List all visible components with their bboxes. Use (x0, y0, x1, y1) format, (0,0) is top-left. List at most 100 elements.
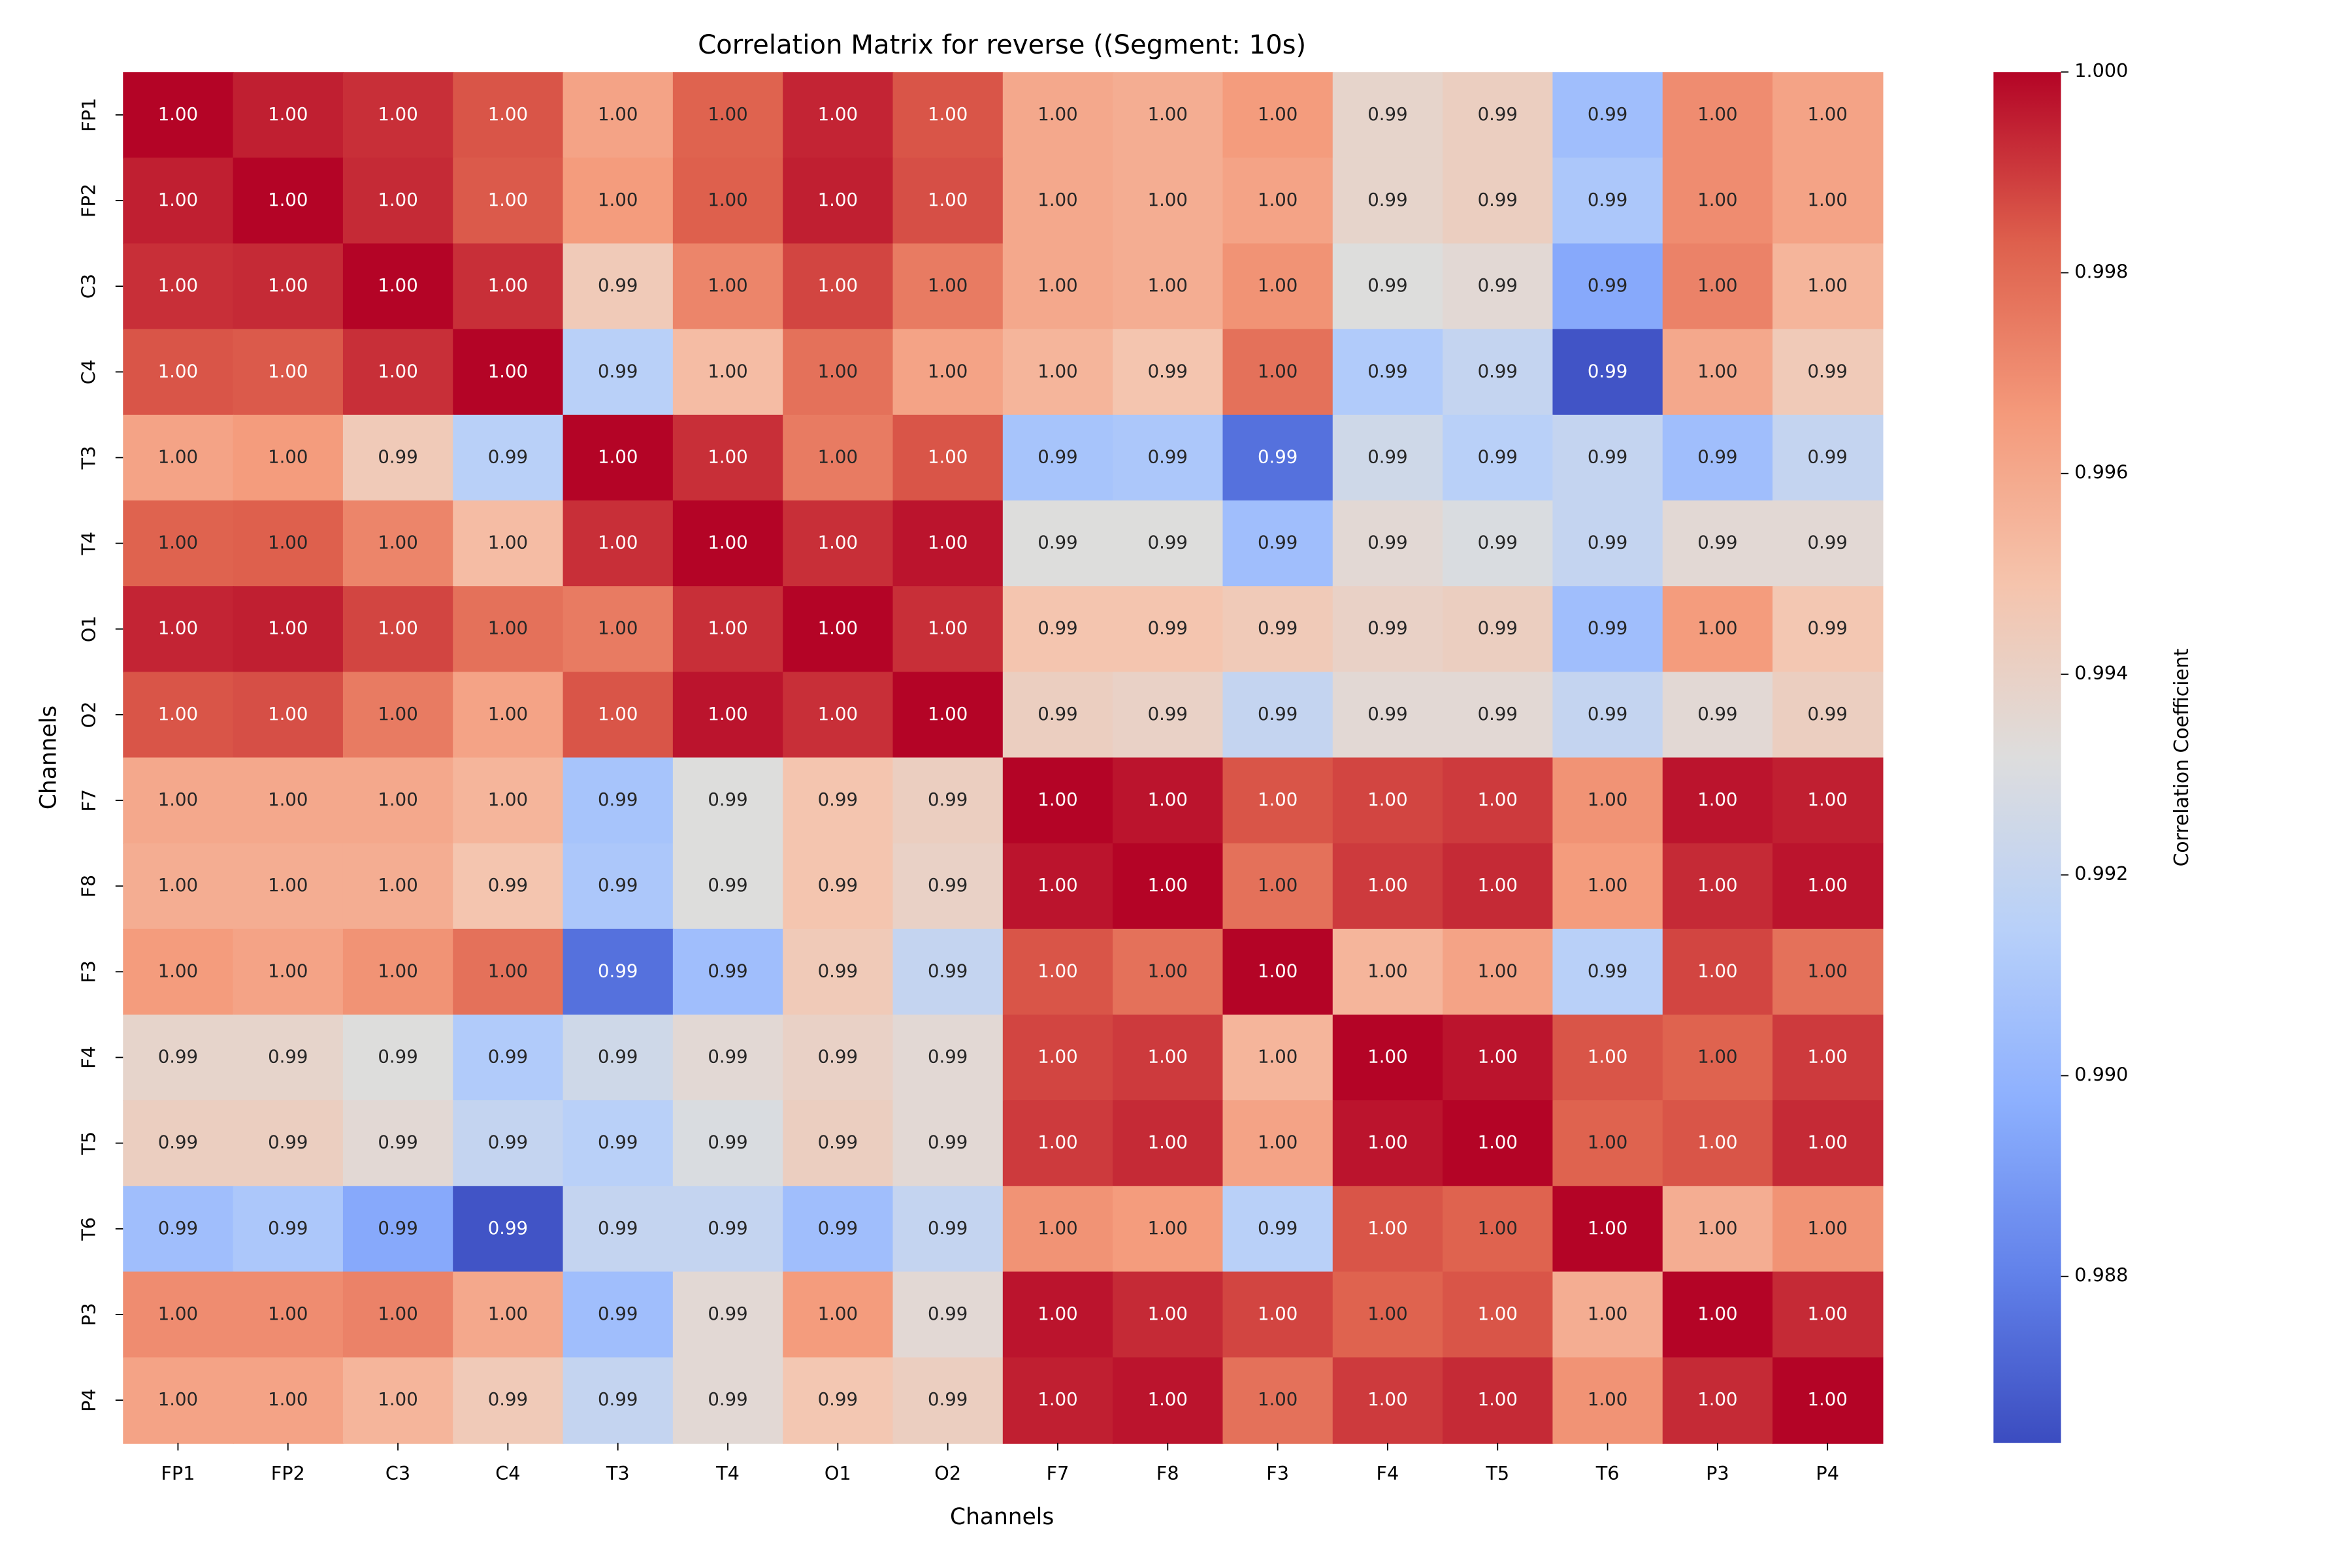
heatmap-cell (123, 1100, 234, 1187)
heatmap-cell (1662, 1357, 1774, 1444)
cell-label: 1.00 (1258, 361, 1298, 382)
cell-label: 0.99 (1808, 618, 1848, 639)
heatmap-cell (783, 1357, 894, 1444)
heatmap-cell (123, 843, 234, 930)
x-tick-label: F8 (1156, 1462, 1179, 1484)
heatmap-cell (123, 414, 234, 502)
heatmap-cell (1443, 1186, 1554, 1273)
cell-label: 0.99 (818, 789, 858, 810)
heatmap-cell (342, 1357, 454, 1444)
cell-label: 1.00 (818, 532, 858, 553)
cell-label: 1.00 (268, 1303, 308, 1324)
cell-label: 0.99 (488, 446, 528, 467)
cell-label: 1.00 (708, 361, 747, 382)
cell-label: 1.00 (1588, 1132, 1627, 1153)
heatmap-cell (672, 586, 784, 673)
heatmap-cell (1222, 843, 1333, 930)
colorbar-tick-label: 0.992 (2074, 862, 2128, 885)
heatmap-cell (1113, 672, 1224, 759)
heatmap-cell (1772, 329, 1884, 416)
cell-label: 0.99 (598, 1047, 638, 1068)
heatmap-cell (233, 1100, 344, 1187)
y-tick-label: P3 (78, 1303, 100, 1326)
heatmap-cell (1002, 843, 1114, 930)
cell-label: 1.00 (598, 704, 638, 725)
heatmap-cell (892, 586, 1004, 673)
heatmap-cell (1113, 157, 1224, 244)
cell-label: 0.99 (1367, 704, 1407, 725)
cell-label: 1.00 (818, 361, 858, 382)
heatmap-cell (1772, 414, 1884, 502)
cell-label: 1.00 (158, 104, 198, 125)
colorbar-tick-label: 0.994 (2074, 662, 2128, 684)
cell-label: 1.00 (488, 618, 528, 639)
cell-label: 1.00 (928, 361, 968, 382)
cell-label: 1.00 (1808, 789, 1848, 810)
heatmap-cell (672, 757, 784, 844)
heatmap-cell (123, 157, 234, 244)
cell-label: 0.99 (598, 1389, 638, 1410)
y-tick-label: O2 (78, 701, 100, 728)
heatmap-cell (123, 757, 234, 844)
cell-label: 1.00 (488, 1303, 528, 1324)
cell-label: 0.99 (1588, 361, 1627, 382)
heatmap-cell (1332, 1014, 1444, 1102)
heatmap-cell (892, 1014, 1004, 1102)
heatmap-cell (1113, 72, 1224, 159)
heatmap-cell (892, 1186, 1004, 1273)
cell-label: 1.00 (1697, 960, 1737, 981)
cell-label: 1.00 (708, 104, 747, 125)
heatmap-cell (1222, 1100, 1333, 1187)
cell-label: 0.99 (1588, 446, 1627, 467)
cell-label: 1.00 (268, 104, 308, 125)
colorbar-tick-label: 0.998 (2074, 260, 2128, 282)
cell-label: 1.00 (268, 275, 308, 296)
cell-label: 1.00 (378, 960, 417, 981)
cell-label: 1.00 (1697, 361, 1737, 382)
x-tick-label: T4 (715, 1462, 740, 1484)
heatmap-cell (1662, 672, 1774, 759)
y-tick-label: T4 (78, 532, 100, 556)
cell-label: 1.00 (1808, 1303, 1848, 1324)
heatmap-cell (1443, 243, 1554, 330)
heatmap-cell (1552, 928, 1663, 1016)
cell-label: 0.99 (158, 1218, 198, 1239)
cell-label: 1.00 (928, 189, 968, 210)
heatmap-cell (1443, 1271, 1554, 1358)
cell-label: 1.00 (1367, 875, 1407, 896)
cell-label: 1.00 (1258, 1303, 1298, 1324)
cell-label: 1.00 (378, 361, 417, 382)
cell-label: 0.99 (708, 1132, 747, 1153)
cell-label: 1.00 (1148, 1303, 1188, 1324)
cell-label: 0.99 (1367, 361, 1407, 382)
heatmap-cell (453, 757, 564, 844)
heatmap-cell (123, 1186, 234, 1273)
cell-label: 1.00 (158, 446, 198, 467)
cell-label: 0.99 (598, 789, 638, 810)
heatmap-cell (1002, 1186, 1114, 1273)
heatmap-cell (1662, 243, 1774, 330)
y-tick-label: FP1 (78, 98, 100, 132)
cell-label: 1.00 (1148, 189, 1188, 210)
cell-label: 0.99 (1808, 704, 1848, 725)
cell-label: 1.00 (598, 104, 638, 125)
cell-label: 0.99 (1258, 1218, 1298, 1239)
cell-label: 0.99 (1478, 361, 1518, 382)
heatmap-cell (123, 1014, 234, 1102)
cell-label: 0.99 (1588, 189, 1627, 210)
cell-label: 0.99 (488, 1132, 528, 1153)
heatmap-cell (1002, 72, 1114, 159)
heatmap-cell (892, 928, 1004, 1016)
heatmap-cell (342, 672, 454, 759)
cell-label: 1.00 (1037, 1132, 1077, 1153)
heatmap-cell (453, 843, 564, 930)
cell-label: 0.99 (1478, 704, 1518, 725)
cell-label: 1.00 (1478, 1303, 1518, 1324)
cell-label: 0.99 (158, 1132, 198, 1153)
cell-label: 0.99 (1367, 104, 1407, 125)
cell-label: 1.00 (928, 275, 968, 296)
heatmap-cell (123, 500, 234, 587)
cell-label: 1.00 (928, 532, 968, 553)
heatmap-cell (563, 329, 674, 416)
cell-label: 1.00 (598, 446, 638, 467)
